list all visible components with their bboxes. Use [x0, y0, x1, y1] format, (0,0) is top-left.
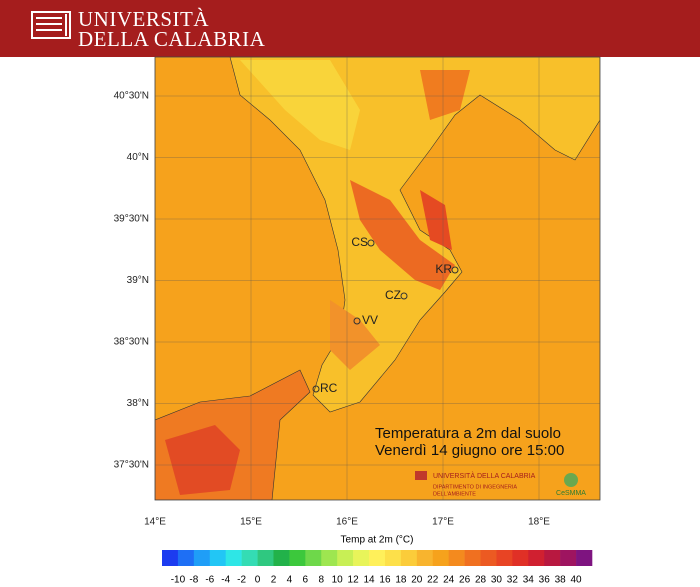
colorbar-swatch — [337, 550, 354, 566]
lon-label: 17°E — [432, 517, 454, 528]
colorbar-tick-label: 2 — [271, 575, 277, 586]
colorbar-swatch — [512, 550, 529, 566]
map — [155, 57, 600, 500]
colorbar-swatch — [576, 550, 593, 566]
colorbar-tick-label: 18 — [395, 575, 407, 586]
colorbar-tick-label: 22 — [427, 575, 439, 586]
colorbar-tick-label: 26 — [459, 575, 471, 586]
unical-logo — [415, 471, 427, 480]
city-marker — [367, 239, 375, 247]
colorbar-swatch — [544, 550, 561, 566]
colorbar-swatch — [289, 550, 306, 566]
colorbar-swatch — [225, 550, 242, 566]
colorbar-swatch — [384, 550, 402, 566]
colorbar-tick-label: 0 — [255, 575, 261, 586]
colorbar-swatch — [432, 550, 449, 566]
colorbar-title: Temp at 2m (°C) — [341, 535, 414, 546]
lon-label: 18°E — [528, 517, 550, 528]
colorbar-tick-label: 16 — [379, 575, 391, 586]
city-label: VV — [362, 313, 378, 327]
colorbar-tick-label: -6 — [205, 575, 214, 586]
colorbar-swatch — [321, 550, 338, 566]
city-marker — [451, 266, 459, 274]
lat-label: 39°N — [127, 275, 149, 286]
colorbar-tick-label: 38 — [555, 575, 567, 586]
colorbar-tick-label: 20 — [411, 575, 423, 586]
city-label: RC — [320, 381, 338, 395]
city-marker — [312, 385, 320, 393]
colorbar-tick-label: -10 — [171, 575, 186, 586]
colorbar-tick-label: 28 — [475, 575, 487, 586]
colorbar-swatch — [177, 550, 195, 566]
overlay-date: Venerdì 14 giugno ore 15:00 — [375, 442, 564, 459]
colorbar-tick-label: -2 — [237, 575, 246, 586]
city-marker — [353, 317, 361, 325]
lat-label: 37°30'N — [114, 460, 149, 471]
colorbar-swatch — [369, 550, 386, 566]
colorbar-swatch — [209, 550, 227, 566]
colorbar-swatch — [464, 550, 481, 566]
colorbar-tick-label: 40 — [571, 575, 583, 586]
city-label: CZ — [385, 288, 401, 302]
overlay-title: Temperatura a 2m dal suolo — [375, 425, 561, 442]
city-label: KR — [435, 262, 452, 276]
lon-label: 16°E — [336, 517, 358, 528]
colorbar-swatch — [162, 550, 179, 566]
lat-label: 38°30'N — [114, 337, 149, 348]
colorbar-tick-label: 24 — [443, 575, 455, 586]
logo-university: UNIVERSITÀ DELLA CALABRIA — [433, 471, 536, 480]
lat-label: 40°N — [127, 152, 149, 163]
colorbar-tick-label: -8 — [189, 575, 198, 586]
colorbar-swatch — [496, 550, 513, 566]
lat-label: 39°30'N — [114, 214, 149, 225]
lon-label: 14°E — [144, 517, 166, 528]
logo-department-2: DELL'AMBIENTE — [433, 491, 476, 497]
colorbar-tick-label: 8 — [318, 575, 324, 586]
colorbar-swatch — [353, 550, 370, 566]
colorbar-tick-label: 12 — [348, 575, 360, 586]
logo-department: DIPARTIMENTO DI INGEGNERIA — [433, 484, 517, 490]
lon-label: 15°E — [240, 517, 262, 528]
header-logo — [31, 11, 71, 39]
colorbar-swatch — [241, 550, 258, 566]
colorbar-tick-label: 34 — [523, 575, 535, 586]
colorbar-tick-label: 32 — [507, 575, 519, 586]
colorbar-swatch — [305, 550, 322, 566]
colorbar-tick-label: 30 — [491, 575, 503, 586]
colorbar-swatch — [560, 550, 577, 566]
colorbar-swatch — [480, 550, 497, 566]
city-label: CS — [351, 235, 368, 249]
header-subtitle: DELLA CALABRIA — [78, 27, 266, 51]
lat-label: 40°30'N — [114, 91, 149, 102]
logo-cesmma: CeSMMA — [556, 490, 586, 497]
colorbar-tick-label: 14 — [363, 575, 375, 586]
city-marker — [400, 292, 408, 300]
colorbar-swatch — [400, 550, 418, 566]
colorbar-swatch — [416, 550, 434, 566]
colorbar-tick-label: 10 — [332, 575, 344, 586]
colorbar-tick-label: -4 — [221, 575, 230, 586]
colorbar-tick-label: 36 — [539, 575, 551, 586]
colorbar-tick-label: 6 — [303, 575, 309, 586]
lat-label: 38°N — [127, 398, 149, 409]
colorbar-swatch — [257, 550, 274, 566]
colorbar-swatch — [273, 550, 290, 566]
header-title: UNIVERSITÀ — [78, 7, 209, 31]
header-bar — [0, 0, 700, 57]
colorbar-tick-label: 4 — [287, 575, 293, 586]
colorbar-swatch — [528, 550, 545, 566]
colorbar-swatch — [448, 550, 465, 566]
colorbar-swatch — [193, 550, 211, 566]
cesmma-logo — [564, 473, 578, 487]
